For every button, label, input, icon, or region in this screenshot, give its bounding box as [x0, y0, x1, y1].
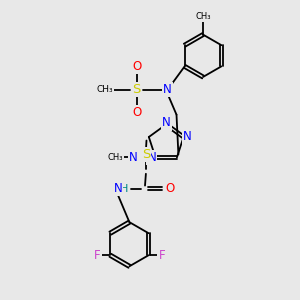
Text: H: H [120, 184, 128, 194]
Text: N: N [163, 83, 172, 96]
Text: F: F [158, 249, 165, 262]
Text: O: O [132, 60, 141, 73]
Text: N: N [113, 182, 122, 195]
Text: O: O [165, 182, 174, 195]
Text: N: N [148, 151, 156, 164]
Text: N: N [183, 130, 191, 143]
Text: S: S [142, 148, 150, 161]
Text: N: N [129, 151, 138, 164]
Text: F: F [94, 249, 100, 262]
Text: CH₃: CH₃ [107, 153, 123, 162]
Text: O: O [132, 106, 141, 119]
Text: CH₃: CH₃ [96, 85, 113, 94]
Text: N: N [162, 116, 171, 129]
Text: CH₃: CH₃ [195, 12, 211, 21]
Text: S: S [133, 83, 141, 96]
